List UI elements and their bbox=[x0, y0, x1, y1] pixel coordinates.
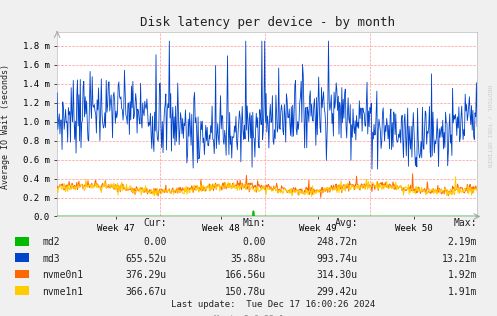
Text: 166.56u: 166.56u bbox=[225, 270, 266, 280]
Text: 299.42u: 299.42u bbox=[317, 287, 358, 297]
Text: md2: md2 bbox=[42, 237, 60, 247]
Text: 993.74u: 993.74u bbox=[317, 254, 358, 264]
Text: md3: md3 bbox=[42, 254, 60, 264]
Text: 376.29u: 376.29u bbox=[125, 270, 166, 280]
Title: Disk latency per device - by month: Disk latency per device - by month bbox=[140, 16, 395, 29]
Text: 366.67u: 366.67u bbox=[125, 287, 166, 297]
Text: nvme0n1: nvme0n1 bbox=[42, 270, 83, 280]
Text: Max:: Max: bbox=[454, 218, 477, 228]
Text: 0.00: 0.00 bbox=[243, 237, 266, 247]
Text: 2.19m: 2.19m bbox=[448, 237, 477, 247]
Text: 0.00: 0.00 bbox=[143, 237, 166, 247]
Text: Avg:: Avg: bbox=[334, 218, 358, 228]
Text: RRDTOOL / TOBI OETIKER: RRDTOOL / TOBI OETIKER bbox=[486, 85, 491, 168]
Text: 150.78u: 150.78u bbox=[225, 287, 266, 297]
Text: Cur:: Cur: bbox=[143, 218, 166, 228]
Text: nvme1n1: nvme1n1 bbox=[42, 287, 83, 297]
Text: 314.30u: 314.30u bbox=[317, 270, 358, 280]
Text: 35.88u: 35.88u bbox=[231, 254, 266, 264]
Text: Munin 2.0.33-1: Munin 2.0.33-1 bbox=[214, 315, 283, 316]
Text: 248.72n: 248.72n bbox=[317, 237, 358, 247]
Text: Average IO Wait (seconds): Average IO Wait (seconds) bbox=[1, 64, 10, 189]
Text: 655.52u: 655.52u bbox=[125, 254, 166, 264]
Text: 1.92m: 1.92m bbox=[448, 270, 477, 280]
Text: Min:: Min: bbox=[243, 218, 266, 228]
Text: 13.21m: 13.21m bbox=[442, 254, 477, 264]
Text: Last update:  Tue Dec 17 16:00:26 2024: Last update: Tue Dec 17 16:00:26 2024 bbox=[171, 301, 375, 309]
Text: 1.91m: 1.91m bbox=[448, 287, 477, 297]
